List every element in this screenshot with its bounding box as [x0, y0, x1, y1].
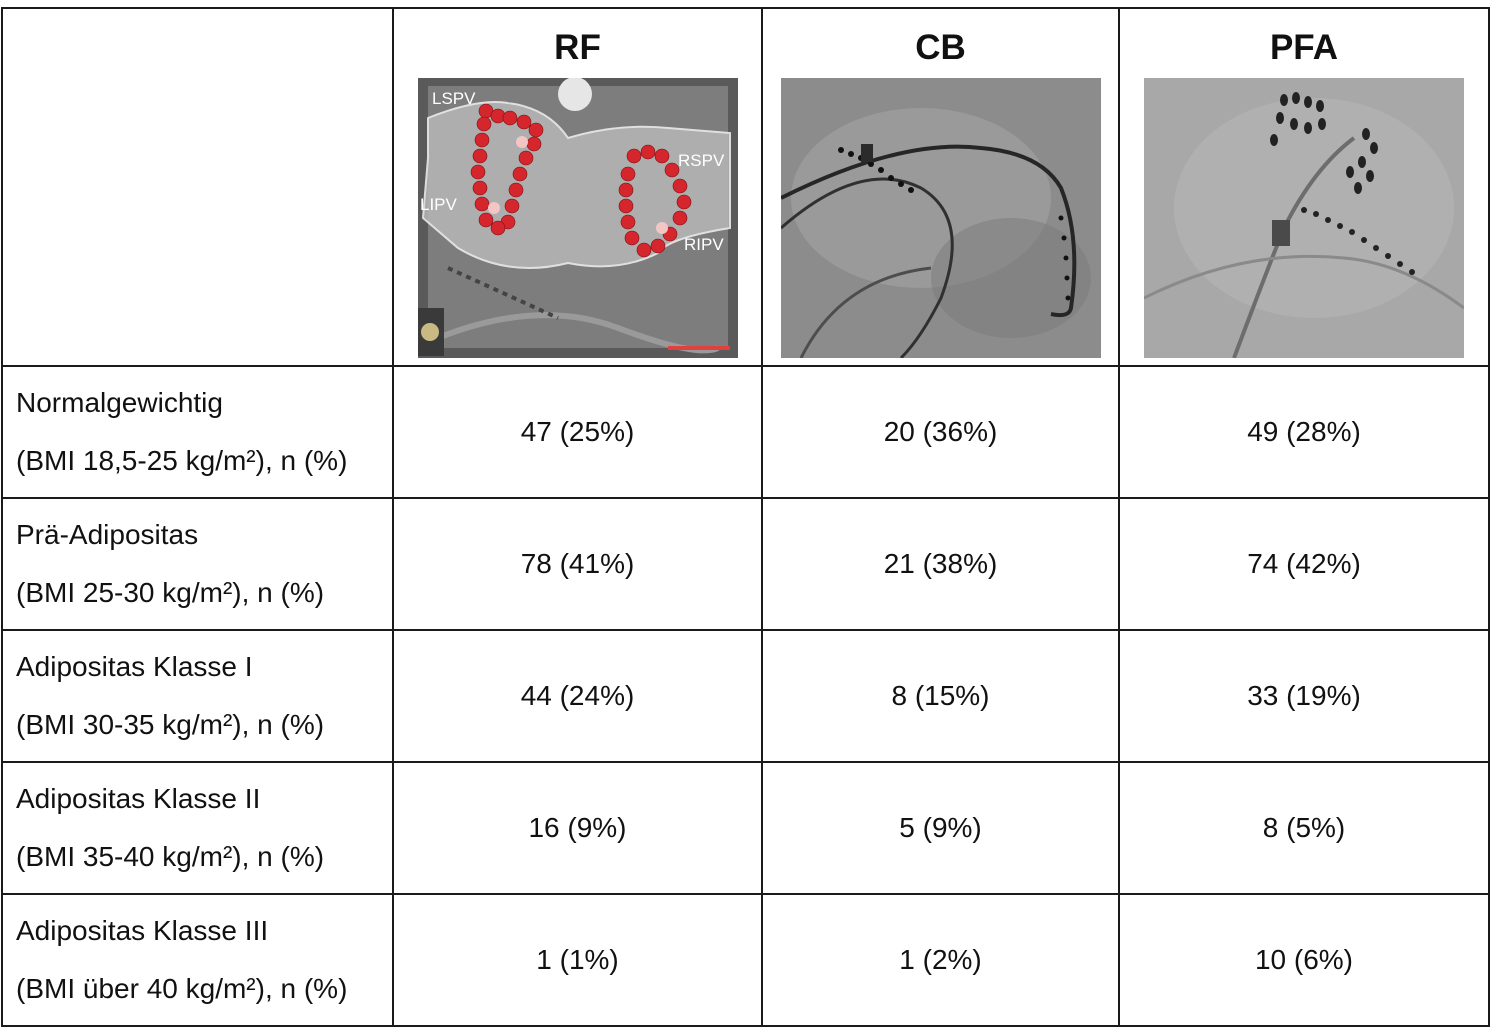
row-label-title: Adipositas Klasse III — [16, 915, 269, 946]
column-title: PFA — [1269, 28, 1339, 67]
value-cb: 1 (2%) — [761, 893, 1120, 1027]
row-label-sub: (BMI 18,5-25 kg/m²), n (%) — [16, 445, 348, 476]
row-label-sub: (BMI 30-35 kg/m²), n (%) — [16, 709, 325, 740]
cryoballoon-fluoroscopy-image — [780, 78, 1101, 358]
column-title: RF — [554, 28, 601, 67]
row-label-sub: (BMI 35-40 kg/m²), n (%) — [16, 841, 325, 872]
table-row: Prä-Adipositas (BMI 25-30 kg/m²), n (%) … — [1, 497, 1490, 631]
row-label: Normalgewichtig (BMI 18,5-25 kg/m²), n (… — [1, 365, 394, 499]
value-rf: 78 (41%) — [392, 497, 763, 631]
row-label-title: Normalgewichtig — [16, 387, 223, 418]
row-label: Adipositas Klasse I (BMI 30-35 kg/m²), n… — [1, 629, 394, 763]
row-label-sub: (BMI 25-30 kg/m²), n (%) — [16, 577, 325, 608]
table-row: Adipositas Klasse I (BMI 30-35 kg/m²), n… — [1, 629, 1490, 763]
bmi-table: RF — [1, 7, 1490, 1027]
value-rf: 16 (9%) — [392, 761, 763, 895]
value-cb: 8 (15%) — [761, 629, 1120, 763]
row-label: Adipositas Klasse II (BMI 35-40 kg/m²), … — [1, 761, 394, 895]
value-rf: 44 (24%) — [392, 629, 763, 763]
value-cb: 21 (38%) — [761, 497, 1120, 631]
pulsed-field-fluoroscopy-image — [1144, 78, 1464, 358]
header-row: RF — [1, 7, 1490, 367]
table-row: Normalgewichtig (BMI 18,5-25 kg/m²), n (… — [1, 365, 1490, 499]
row-label-title: Adipositas Klasse II — [16, 783, 261, 814]
value-cb: 5 (9%) — [761, 761, 1120, 895]
value-pfa: 74 (42%) — [1118, 497, 1490, 631]
column-pfa: PFA — [1118, 7, 1490, 367]
row-label-title: Prä-Adipositas — [16, 519, 199, 550]
row-label-sub: (BMI über 40 kg/m²), n (%) — [16, 973, 348, 1004]
value-rf: 1 (1%) — [392, 893, 763, 1027]
row-label: Adipositas Klasse III (BMI über 40 kg/m²… — [1, 893, 394, 1027]
corner-cell — [1, 7, 394, 367]
rf-annotation-ripv: RIPV — [684, 235, 724, 254]
rf-annotation-lspv: LSPV — [432, 89, 476, 108]
row-label-title: Adipositas Klasse I — [16, 651, 253, 682]
column-title: CB — [915, 28, 966, 67]
row-label: Prä-Adipositas (BMI 25-30 kg/m²), n (%) — [1, 497, 394, 631]
value-pfa: 10 (6%) — [1118, 893, 1490, 1027]
table-row: Adipositas Klasse II (BMI 35-40 kg/m²), … — [1, 761, 1490, 895]
table-row: Adipositas Klasse III (BMI über 40 kg/m²… — [1, 893, 1490, 1027]
value-rf: 47 (25%) — [392, 365, 763, 499]
rf-annotation-lipv: LIPV — [420, 195, 458, 214]
column-cb: CB — [761, 7, 1120, 367]
value-pfa: 33 (19%) — [1118, 629, 1490, 763]
value-pfa: 49 (28%) — [1118, 365, 1490, 499]
value-cb: 20 (36%) — [761, 365, 1120, 499]
value-pfa: 8 (5%) — [1118, 761, 1490, 895]
column-rf: RF — [392, 7, 763, 367]
rf-annotation-rspv: RSPV — [678, 151, 725, 170]
rf-electroanatomic-map-image: LSPV RSPV LIPV RIPV — [417, 78, 738, 358]
